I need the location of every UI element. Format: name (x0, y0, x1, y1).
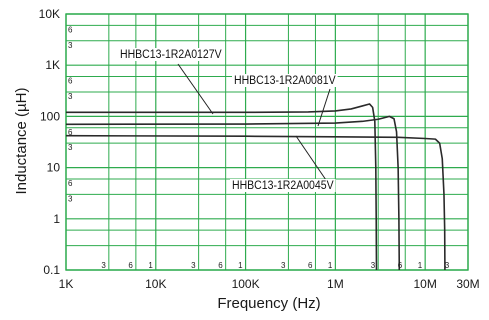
y-tick-label: 10 (47, 161, 61, 175)
x-minor-tick-label: 3 (281, 261, 286, 270)
y-minor-tick-label: 6 (68, 25, 73, 34)
y-minor-tick-label: 6 (68, 77, 73, 86)
x-tick-label: 100K (232, 277, 260, 291)
x-minor-tick-label: 1 (238, 261, 243, 270)
x-minor-tick-label: 3 (101, 261, 106, 270)
y-minor-tick-label: 3 (68, 194, 73, 203)
y-minor-tick-label: 6 (68, 179, 73, 188)
annotation-leader-line (177, 63, 214, 115)
annotations: HHBC13-1R2A0127V HHBC13-1R2A0081V HHBC13-1… (118, 48, 338, 192)
x-minor-tick-label: 3 (371, 261, 376, 270)
x-tick-label: 30M (456, 277, 479, 291)
plot-frame (65, 13, 469, 271)
x-minor-tick-label: 1 (148, 261, 153, 270)
series-line-2 (65, 115, 401, 271)
x-tick-label: 1K (59, 277, 74, 291)
x-minor-tick-label: 6 (308, 261, 313, 270)
x-minor-tick-label: 3 (445, 261, 450, 270)
y-minor-tick-label: 3 (68, 92, 73, 101)
annotation-leader-line (317, 88, 331, 127)
y-minor-tick-label: 3 (68, 41, 73, 50)
series-curves (65, 103, 446, 271)
grid (65, 13, 469, 271)
y-tick-label: 100 (40, 109, 60, 123)
y-axis-label: Inductance (µH) (13, 87, 30, 194)
series-annotation-label: HHBC13-1R2A0081V (234, 75, 336, 87)
annotation-leaders (177, 63, 331, 181)
series-annotation-label: HHBC13-1R2A0045V (232, 180, 334, 192)
x-axis-label: Frequency (Hz) (217, 295, 320, 312)
y-tick-label: 0.1 (43, 263, 60, 277)
series-annotation-label: HHBC13-1R2A0127V (120, 49, 222, 61)
series-line-3 (65, 134, 446, 271)
annotation-background (118, 48, 224, 61)
annotation-leader-line (295, 135, 327, 181)
y-minor-tick-label: 6 (68, 128, 73, 137)
x-minor-tick-label: 6 (128, 261, 133, 270)
y-minor-tick-label: 3 (68, 143, 73, 152)
x-tick-label: 1M (327, 277, 344, 291)
y-tick-label: 1 (53, 212, 60, 226)
tick-labels: 0.1 1 10 100 1K 10K 1K 10K 100K 1M 10M 30M 3 6 3 6 3 6 3 6 3… (39, 7, 480, 291)
annotation-background (232, 74, 338, 87)
x-minor-tick-label: 6 (218, 261, 223, 270)
x-tick-label: 10M (413, 277, 436, 291)
series-line-1 (66, 103, 378, 271)
x-minor-tick-label: 6 (398, 261, 403, 270)
x-minor-tick-label: 3 (191, 261, 196, 270)
x-minor-tick-label: 1 (418, 261, 423, 270)
x-tick-label: 10K (145, 277, 166, 291)
x-minor-tick-label: 1 (328, 261, 333, 270)
annotation-background (230, 179, 336, 192)
y-tick-label: 10K (39, 7, 60, 21)
y-tick-label: 1K (45, 58, 60, 72)
